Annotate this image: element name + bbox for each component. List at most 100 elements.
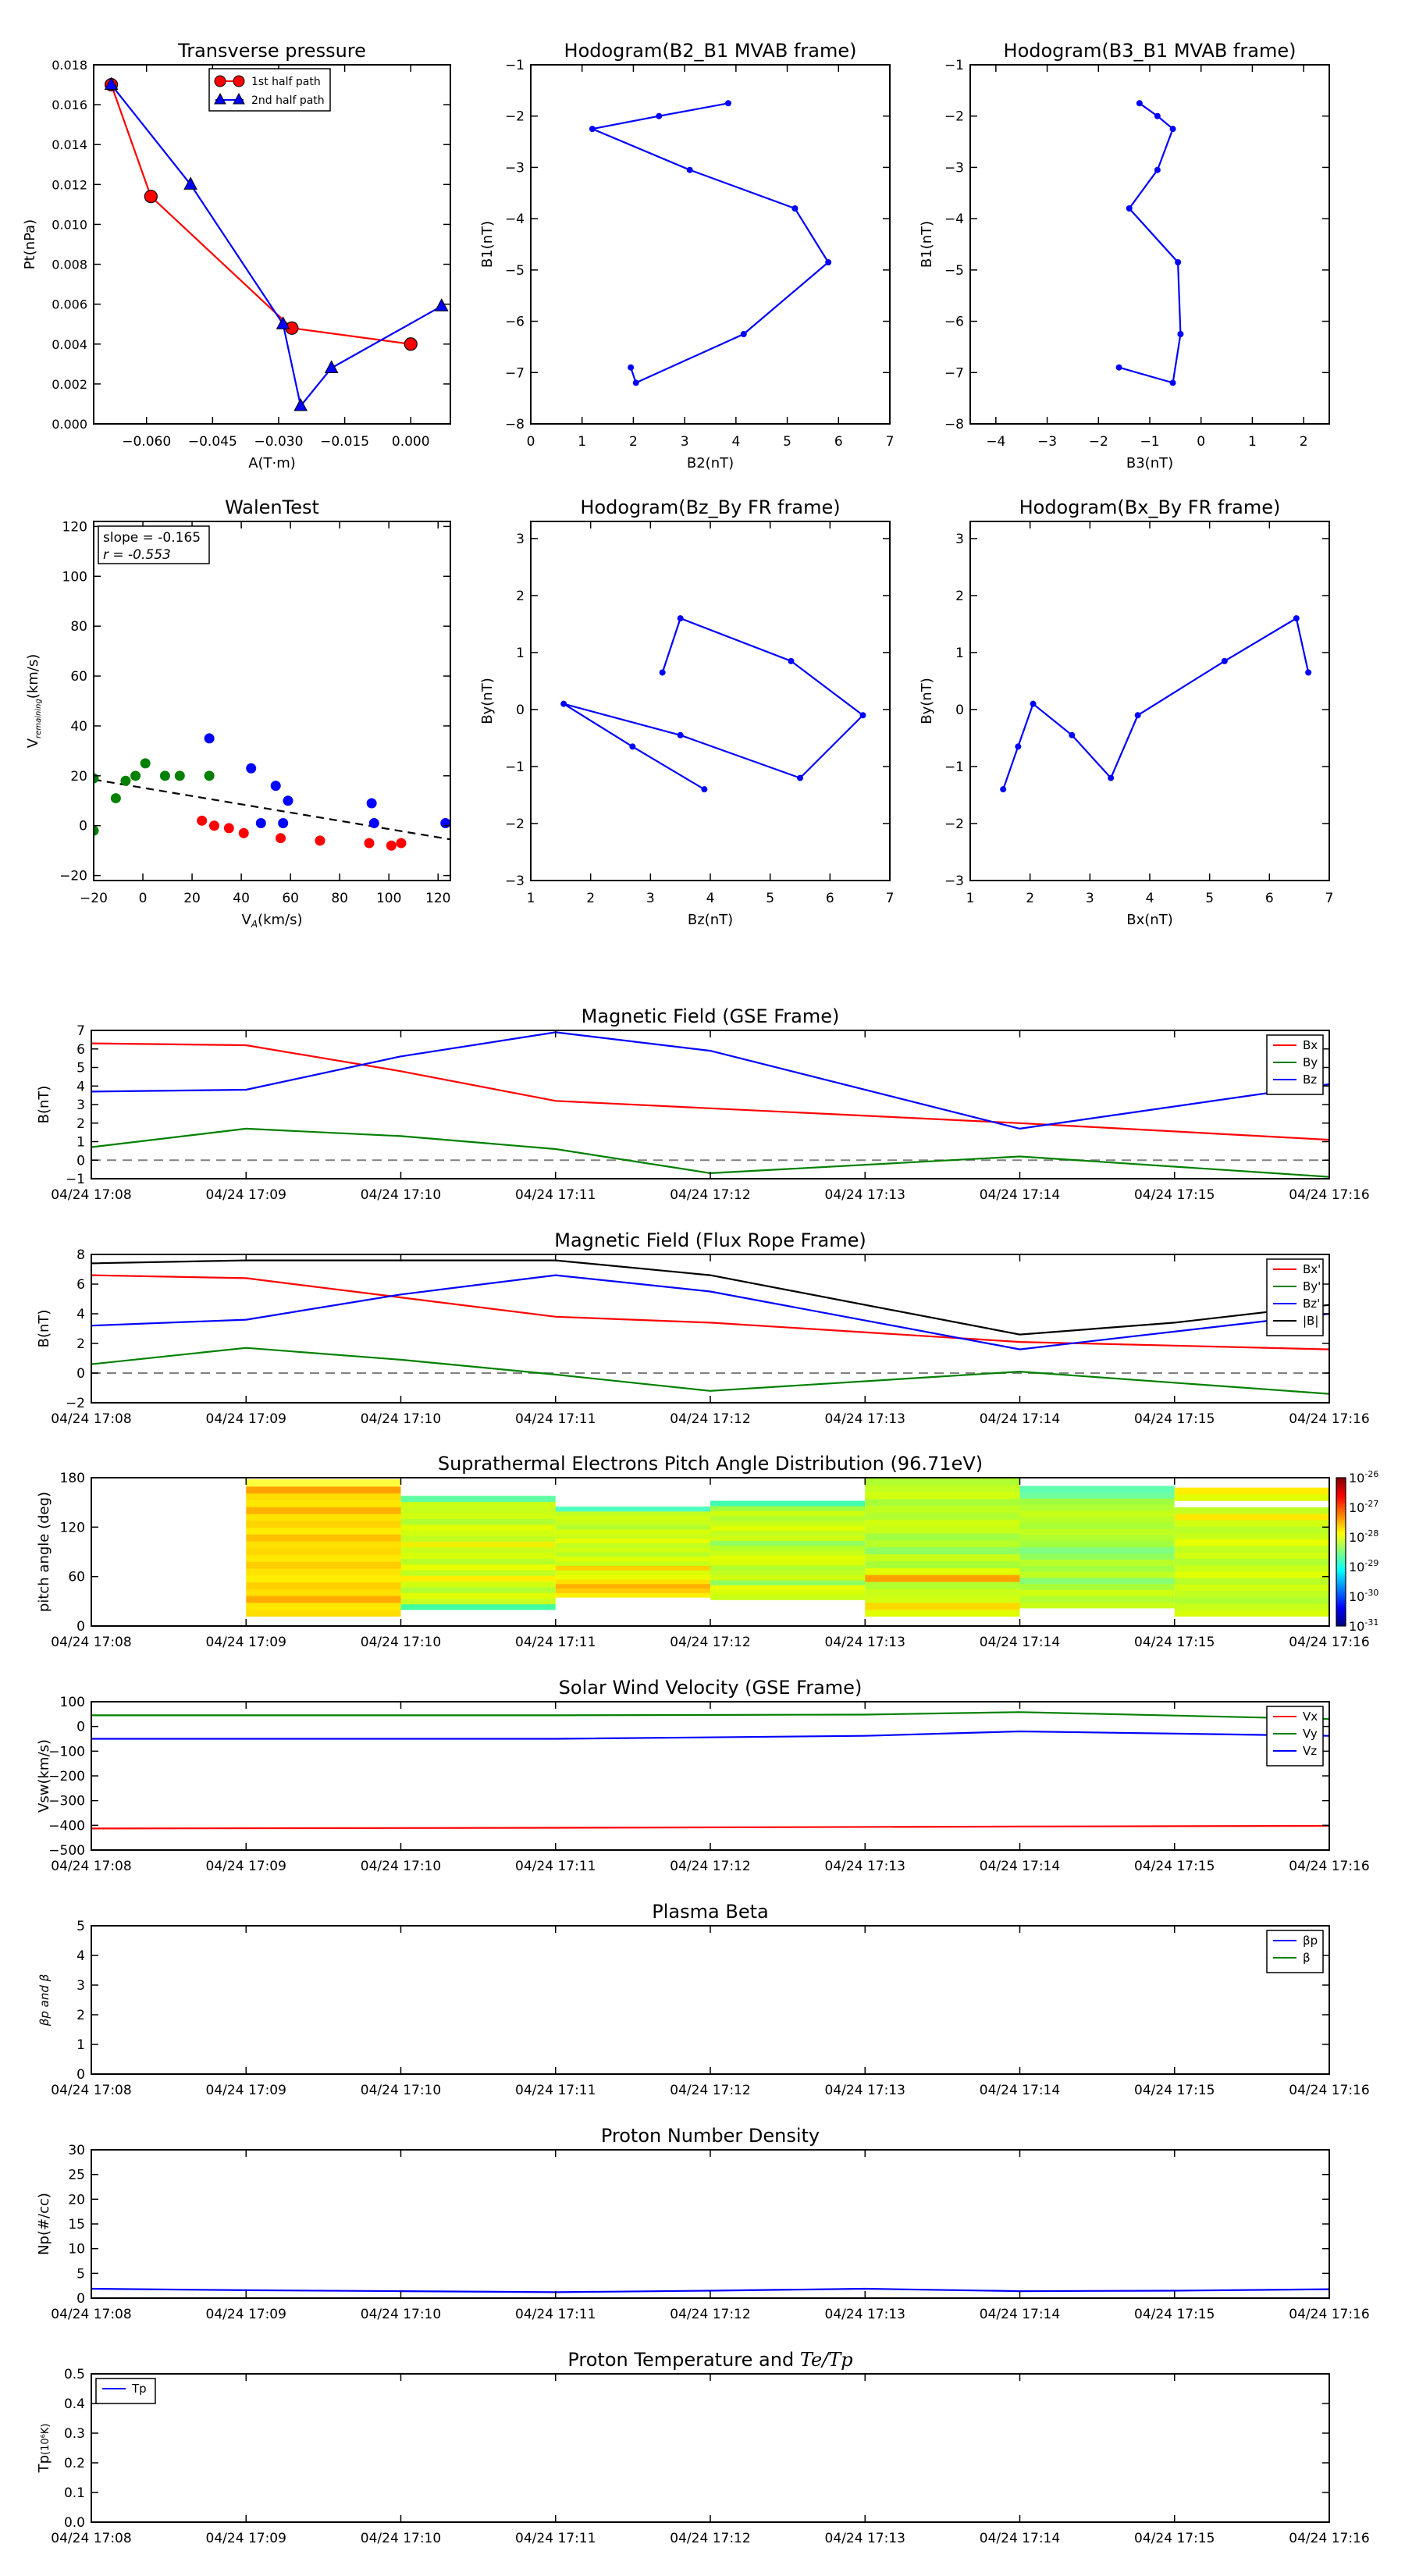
heatmap-cell xyxy=(555,1533,710,1539)
legend-label: β xyxy=(1303,1951,1311,1965)
chart-title: Hodogram(B3_B1 MVAB frame) xyxy=(1004,40,1297,62)
heatmap-cell xyxy=(555,1510,710,1517)
x-tick-label: 04/24 17:11 xyxy=(515,2083,596,2098)
series-line xyxy=(589,102,830,384)
x-tick-label: 5 xyxy=(783,434,791,450)
y-axis-label: B(nT) xyxy=(36,1310,52,1348)
y-tick-label: 4 xyxy=(76,1948,85,1964)
y-tick-label: 60 xyxy=(68,1570,85,1585)
data-point xyxy=(628,364,635,371)
annotation-r: r = -0.553 xyxy=(103,547,171,563)
x-tick-label: 0 xyxy=(139,891,148,906)
series-line xyxy=(110,84,411,345)
heatmap-cell xyxy=(246,1534,401,1542)
x-tick-label: 100 xyxy=(376,891,401,906)
x-tick-label: 4 xyxy=(731,434,740,450)
x-tick-label: 04/24 17:08 xyxy=(51,1635,131,1650)
data-point xyxy=(788,657,795,664)
heatmap-cell xyxy=(555,1578,710,1585)
data-point xyxy=(725,100,731,107)
x-tick-label: 1 xyxy=(527,891,535,906)
chart-vsw: Solar Wind Velocity (GSE Frame) −500 −400 −… xyxy=(36,1677,1370,1874)
x-tick-label: 04/24 17:10 xyxy=(361,1859,441,1874)
heatmap-cell xyxy=(865,1588,1020,1596)
heatmap-cell xyxy=(1019,1583,1175,1590)
chart-pad: Suprathermal Electrons Pitch Angle Distr… xyxy=(36,1453,1370,1650)
y-tick-label: −3 xyxy=(505,160,525,176)
heatmap-cell xyxy=(246,1589,401,1596)
x-tick-label: 2 xyxy=(629,434,638,450)
x-axis-label: VA(km/s) xyxy=(242,912,303,930)
chart-walen-test: WalenTest −20 0 20 40 60 80 100 120 −20 0 20 40 60 80 1… xyxy=(25,496,451,930)
x-tick-label: 04/24 17:10 xyxy=(361,2531,441,2546)
data-point xyxy=(656,112,663,119)
heatmap-cell xyxy=(710,1574,866,1581)
x-tick-label: 04/24 17:15 xyxy=(1134,1859,1215,1874)
x-tick-label: −0.030 xyxy=(254,434,304,450)
data-point xyxy=(1126,205,1133,212)
heatmap-cell xyxy=(555,1560,710,1567)
heatmap-cell xyxy=(246,1520,401,1528)
data-point xyxy=(140,758,151,769)
x-tick-label: 04/24 17:12 xyxy=(670,1635,750,1650)
fit-line xyxy=(94,778,450,841)
y-tick-label: 6 xyxy=(76,1277,85,1293)
legend-label: Bz xyxy=(1303,1073,1317,1087)
heatmap-cell xyxy=(246,1609,401,1617)
heatmap-cell xyxy=(400,1598,556,1605)
series-line xyxy=(91,1274,1330,1350)
x-tick-label: 7 xyxy=(1325,891,1334,906)
chart-np: Proton Number Density 0 5 10 15 20 25 30 04/24 1… xyxy=(36,2125,1370,2322)
heatmap-cell xyxy=(555,1515,710,1521)
data-point xyxy=(276,833,286,844)
x-tick-label: 6 xyxy=(834,434,843,450)
y-tick-label: 0.004 xyxy=(52,337,87,352)
heatmap-cell xyxy=(710,1570,866,1576)
series-line xyxy=(91,2287,1330,2293)
y-tick-label: −4 xyxy=(944,212,964,227)
data-point xyxy=(104,76,119,91)
data-point xyxy=(1136,100,1143,107)
x-tick-label: 2 xyxy=(1300,434,1308,450)
y-tick-label: −1 xyxy=(66,1172,85,1187)
heatmap-cell xyxy=(710,1594,866,1600)
data-point xyxy=(1221,657,1228,664)
legend-label: Vy xyxy=(1303,1727,1318,1741)
y-tick-label: −1 xyxy=(505,58,525,73)
heatmap-cell xyxy=(555,1525,710,1530)
chart-transverse-pressure: Transverse pressure 0.000 0.002 0.004 0.006 0… xyxy=(22,40,451,471)
chart-title: Solar Wind Velocity (GSE Frame) xyxy=(559,1677,863,1699)
chart-title: Transverse pressure xyxy=(177,40,366,62)
heatmap-cell xyxy=(555,1570,710,1575)
heatmap-cell xyxy=(1019,1553,1175,1560)
data-point xyxy=(1154,112,1161,119)
y-tick-label: −2 xyxy=(944,817,964,832)
heatmap-cell xyxy=(555,1583,710,1589)
series-line xyxy=(1002,617,1310,790)
x-tick-label: −1 xyxy=(1140,434,1159,450)
y-tick-label: 0.006 xyxy=(52,297,87,312)
y-axis-label: Np(#/cc) xyxy=(36,2193,52,2255)
x-tick-label: 04/24 17:08 xyxy=(51,1859,131,1874)
y-axis-label: βp and β xyxy=(37,1973,52,2026)
heatmap-cell xyxy=(710,1530,866,1536)
heatmap-cell xyxy=(1019,1498,1175,1505)
x-tick-label: 04/24 17:09 xyxy=(206,1635,286,1650)
x-tick-label: −3 xyxy=(1037,434,1057,450)
legend-box xyxy=(1266,1930,1324,1973)
x-tick-label: 04/24 17:13 xyxy=(825,1187,905,1203)
y-tick-label: −8 xyxy=(505,417,525,432)
y-tick-label: 5 xyxy=(76,1919,85,1934)
heatmap-cell xyxy=(1174,1577,1329,1585)
x-tick-label: 04/24 17:16 xyxy=(1289,2083,1369,2098)
plot-frame xyxy=(93,64,451,425)
annotation-box xyxy=(98,525,210,564)
chart-title: Hodogram(Bz_By FR frame) xyxy=(580,496,840,518)
x-tick-label: 04/24 17:11 xyxy=(515,2531,596,2546)
heatmap-cell xyxy=(246,1602,401,1610)
series-line xyxy=(91,1730,1330,1740)
y-tick-label: 15 xyxy=(68,2217,85,2233)
data-point xyxy=(404,337,418,351)
y-axis-label: Vremaining(km/s) xyxy=(25,654,43,749)
legend-marker xyxy=(214,75,226,87)
